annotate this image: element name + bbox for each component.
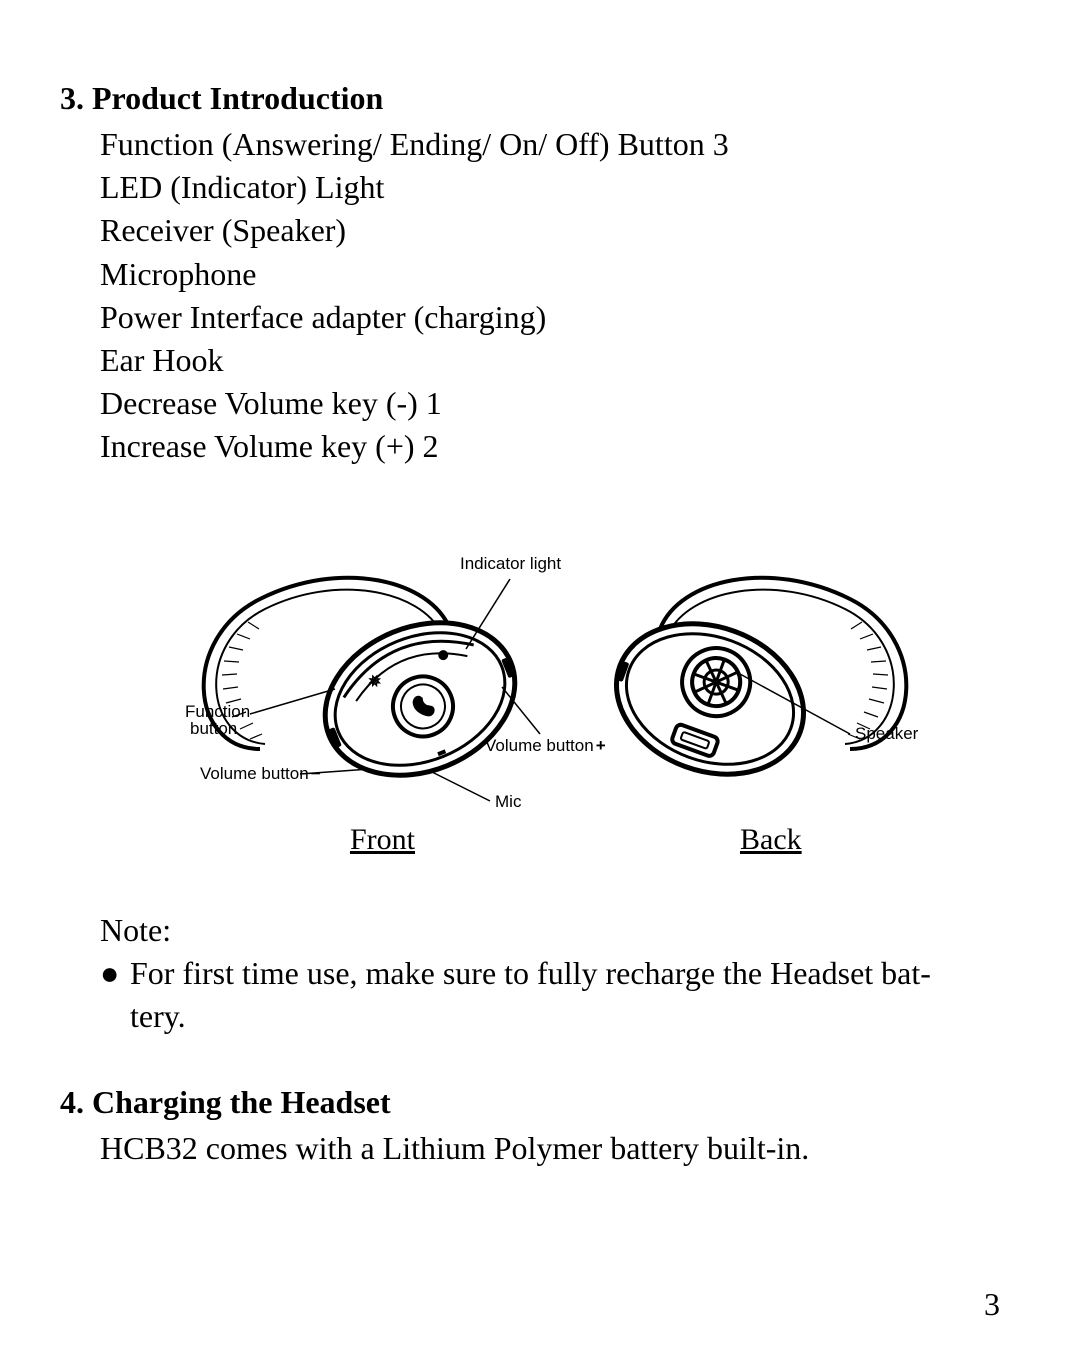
section-4-heading: 4. Charging the Headset xyxy=(60,1084,1020,1121)
section-4-line-1: HCB32 comes with a Lithium Polymer batte… xyxy=(100,1127,1020,1170)
label-indicator-light: Indicator light xyxy=(460,554,561,573)
section-3-line-3: Microphone xyxy=(100,253,1020,296)
section-3-line-2: Receiver (Speaker) xyxy=(100,209,1020,252)
back-view-group: Speaker Back xyxy=(595,577,918,855)
note-bullet: ● xyxy=(100,952,130,1038)
section-3-line-0: Function (Answering/ Ending/ On/ Off) Bu… xyxy=(100,123,1020,166)
note-text: For first time use, make sure to fully r… xyxy=(130,952,931,1038)
front-caption: Front xyxy=(350,823,416,856)
note-block: Note: ● For first time use, make sure to… xyxy=(100,909,1020,1039)
front-view-group: ✵ Indicator light Function but xyxy=(185,554,606,856)
note-heading: Note: xyxy=(100,909,1020,952)
back-caption: Back xyxy=(740,823,802,856)
section-3-line-6: Decrease Volume key (-) 1 xyxy=(100,382,1020,425)
section-3-line-1: LED (Indicator) Light xyxy=(100,166,1020,209)
section-3-line-7: Increase Volume key (+) 2 xyxy=(100,425,1020,468)
section-3-heading: 3. Product Introduction xyxy=(60,80,1020,117)
section-3-line-5: Ear Hook xyxy=(100,339,1020,382)
label-function-button-l2: button xyxy=(190,719,237,738)
page-number: 3 xyxy=(984,1286,1000,1323)
label-volume-plus: Volume button+ xyxy=(485,736,606,755)
headset-diagram-svg: ✵ Indicator light Function but xyxy=(130,539,950,869)
label-volume-minus: Volume button− xyxy=(200,764,321,783)
product-diagram: ✵ Indicator light Function but xyxy=(60,539,1020,869)
label-mic: Mic xyxy=(495,792,522,811)
section-3-line-4: Power Interface adapter (charging) xyxy=(100,296,1020,339)
label-speaker: Speaker xyxy=(855,724,919,743)
